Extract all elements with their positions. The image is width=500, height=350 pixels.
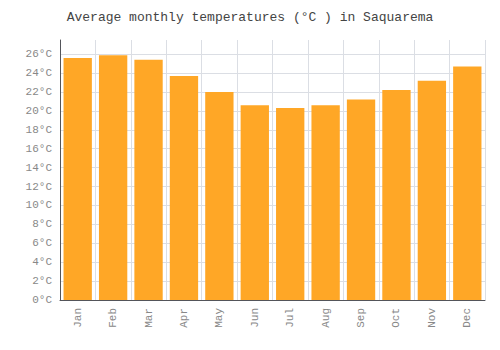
svg-text:2°C: 2°C xyxy=(32,275,52,287)
svg-text:24°C: 24°C xyxy=(26,67,53,79)
svg-text:Jan: Jan xyxy=(72,308,84,328)
svg-text:4°C: 4°C xyxy=(32,256,52,268)
svg-text:Oct: Oct xyxy=(390,308,402,328)
svg-text:16°C: 16°C xyxy=(26,143,53,155)
svg-text:Dec: Dec xyxy=(461,308,473,328)
svg-text:18°C: 18°C xyxy=(26,124,53,136)
svg-text:Aug: Aug xyxy=(320,308,332,328)
svg-text:20°C: 20°C xyxy=(26,105,53,117)
svg-text:22°C: 22°C xyxy=(26,86,53,98)
svg-text:Mar: Mar xyxy=(143,308,155,328)
svg-text:14°C: 14°C xyxy=(26,162,53,174)
svg-text:6°C: 6°C xyxy=(32,237,52,249)
svg-text:8°C: 8°C xyxy=(32,218,52,230)
svg-text:Sep: Sep xyxy=(355,308,367,328)
svg-text:Jun: Jun xyxy=(249,308,261,328)
svg-text:Feb: Feb xyxy=(107,308,119,328)
svg-text:26°C: 26°C xyxy=(26,48,53,60)
svg-text:0°C: 0°C xyxy=(32,294,52,306)
svg-text:Average monthly temperatures (: Average monthly temperatures (°C ) in Sa… xyxy=(67,10,434,25)
svg-text:May: May xyxy=(213,308,225,328)
svg-text:10°C: 10°C xyxy=(26,199,53,211)
svg-text:Nov: Nov xyxy=(426,308,438,328)
svg-text:12°C: 12°C xyxy=(26,181,53,193)
svg-text:Apr: Apr xyxy=(178,308,190,328)
svg-text:Jul: Jul xyxy=(284,308,296,328)
